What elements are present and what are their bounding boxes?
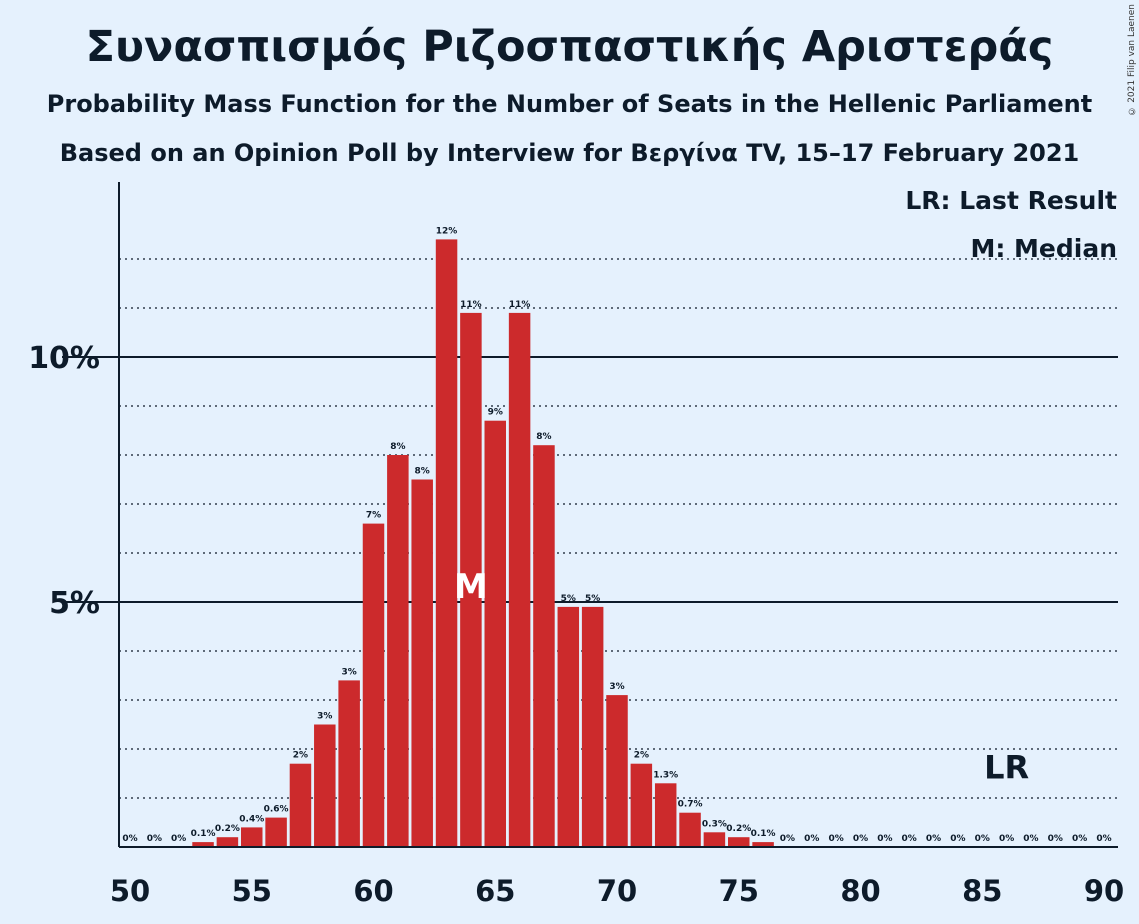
bar-seat-67 — [533, 445, 555, 847]
bar-seat-63 — [435, 239, 458, 847]
value-label-seat-85: 0% — [975, 834, 990, 844]
chart-title: Συνασπισμός Ριζοσπαστικής Αριστεράς — [85, 22, 1054, 72]
value-label-seat-67: 8% — [536, 432, 551, 442]
bar-seat-73 — [679, 812, 701, 847]
x-tick-label: 65 — [475, 874, 515, 908]
value-label-seat-60: 7% — [366, 511, 381, 521]
bar-seat-58 — [314, 724, 336, 847]
chart-subtitle-source: Based on an Opinion Poll by Interview fo… — [59, 139, 1080, 167]
value-label-seat-66: 11% — [509, 300, 531, 310]
x-tick-label: 60 — [353, 874, 393, 908]
value-label-seat-72: 1.3% — [653, 770, 678, 780]
value-labels: 0% 0% 0% 0.1% 0.2%0.4%0.6%2%3%3%7%8%8%12%11%… — [122, 226, 1111, 844]
bar-seat-72 — [654, 783, 677, 847]
bar-seat-75 — [728, 837, 750, 847]
value-label-seat-65: 9% — [488, 408, 503, 418]
bar-seat-64 — [460, 312, 482, 847]
bar-seat-66 — [508, 312, 531, 847]
value-label-seat-52: 0% — [171, 834, 186, 844]
bar-seat-57 — [289, 763, 312, 847]
value-label-seat-50: 0% — [122, 834, 137, 844]
value-label-seat-86: 0% — [999, 834, 1014, 844]
value-label-seat-57: 2% — [293, 751, 308, 761]
legend-last-result: LR: Last Result — [905, 186, 1117, 215]
bar-seat-61 — [387, 455, 409, 847]
value-label-seat-79: 0% — [829, 834, 844, 844]
bar-seat-59 — [338, 680, 360, 847]
x-tick-label: 90 — [1084, 874, 1124, 908]
value-label-seat-55: 0.4% — [239, 814, 264, 824]
last-result-marker: LR — [984, 748, 1029, 786]
legend: LR: Last Result M: Median — [905, 186, 1117, 263]
bar-seat-68 — [557, 606, 580, 847]
value-label-seat-56: 0.6% — [264, 805, 289, 815]
x-tick-label: 85 — [962, 874, 1002, 908]
value-label-seat-73: 0.7% — [678, 800, 703, 810]
bar-seat-56 — [265, 817, 287, 847]
bar-seat-70 — [606, 695, 628, 847]
x-tick-label: 80 — [840, 874, 880, 908]
bar-seat-69 — [581, 606, 604, 847]
value-label-seat-81: 0% — [877, 834, 892, 844]
x-tick-label: 75 — [719, 874, 759, 908]
value-label-seat-64: 11% — [460, 300, 482, 310]
value-label-seat-80: 0% — [853, 834, 868, 844]
bars — [192, 239, 774, 847]
value-label-seat-76: 0.1% — [751, 829, 776, 839]
value-label-seat-75: 0.2% — [726, 824, 751, 834]
value-label-seat-69: 5% — [585, 594, 600, 604]
value-label-seat-58: 3% — [317, 712, 332, 722]
y-tick-label: 10% — [28, 341, 100, 376]
value-label-seat-68: 5% — [561, 594, 576, 604]
median-marker: M — [454, 567, 488, 607]
bar-seat-76 — [752, 842, 774, 847]
x-tick-label: 70 — [597, 874, 637, 908]
value-label-seat-70: 3% — [609, 682, 624, 692]
value-label-seat-82: 0% — [902, 834, 917, 844]
chart-subtitle: Probability Mass Function for the Number… — [46, 90, 1093, 118]
value-label-seat-88: 0% — [1048, 834, 1063, 844]
value-label-seat-83: 0% — [926, 834, 941, 844]
bar-seat-60 — [362, 523, 385, 847]
legend-median: M: Median — [970, 234, 1117, 263]
bar-seat-62 — [411, 479, 433, 847]
bar-seat-74 — [703, 832, 726, 847]
value-label-seat-90: 0% — [1096, 834, 1111, 844]
bar-seat-54 — [216, 837, 239, 847]
y-tick-label: 5% — [49, 586, 100, 621]
value-label-seat-77: 0% — [780, 834, 795, 844]
value-label-seat-59: 3% — [342, 667, 357, 677]
x-tick-label: 55 — [232, 874, 272, 908]
bar-seat-55 — [241, 827, 263, 847]
value-label-seat-53: 0.1% — [191, 829, 216, 839]
value-label-seat-63: 12% — [436, 226, 458, 236]
value-label-seat-74: 0.3% — [702, 819, 727, 829]
value-label-seat-71: 2% — [634, 751, 649, 761]
bar-seat-65 — [484, 420, 506, 847]
value-label-seat-61: 8% — [390, 442, 405, 452]
bar-seat-53 — [192, 842, 214, 847]
value-label-seat-78: 0% — [804, 834, 819, 844]
value-label-seat-84: 0% — [950, 834, 965, 844]
value-label-seat-62: 8% — [415, 467, 430, 477]
x-tick-label: 50 — [110, 874, 150, 908]
axes: 5% 10% 50 55 60 65 70 75 80 85 90 — [28, 182, 1124, 908]
value-label-seat-51: 0% — [147, 834, 162, 844]
value-label-seat-89: 0% — [1072, 834, 1087, 844]
value-label-seat-87: 0% — [1023, 834, 1038, 844]
bar-seat-71 — [630, 763, 653, 847]
value-label-seat-54: 0.2% — [215, 824, 240, 834]
